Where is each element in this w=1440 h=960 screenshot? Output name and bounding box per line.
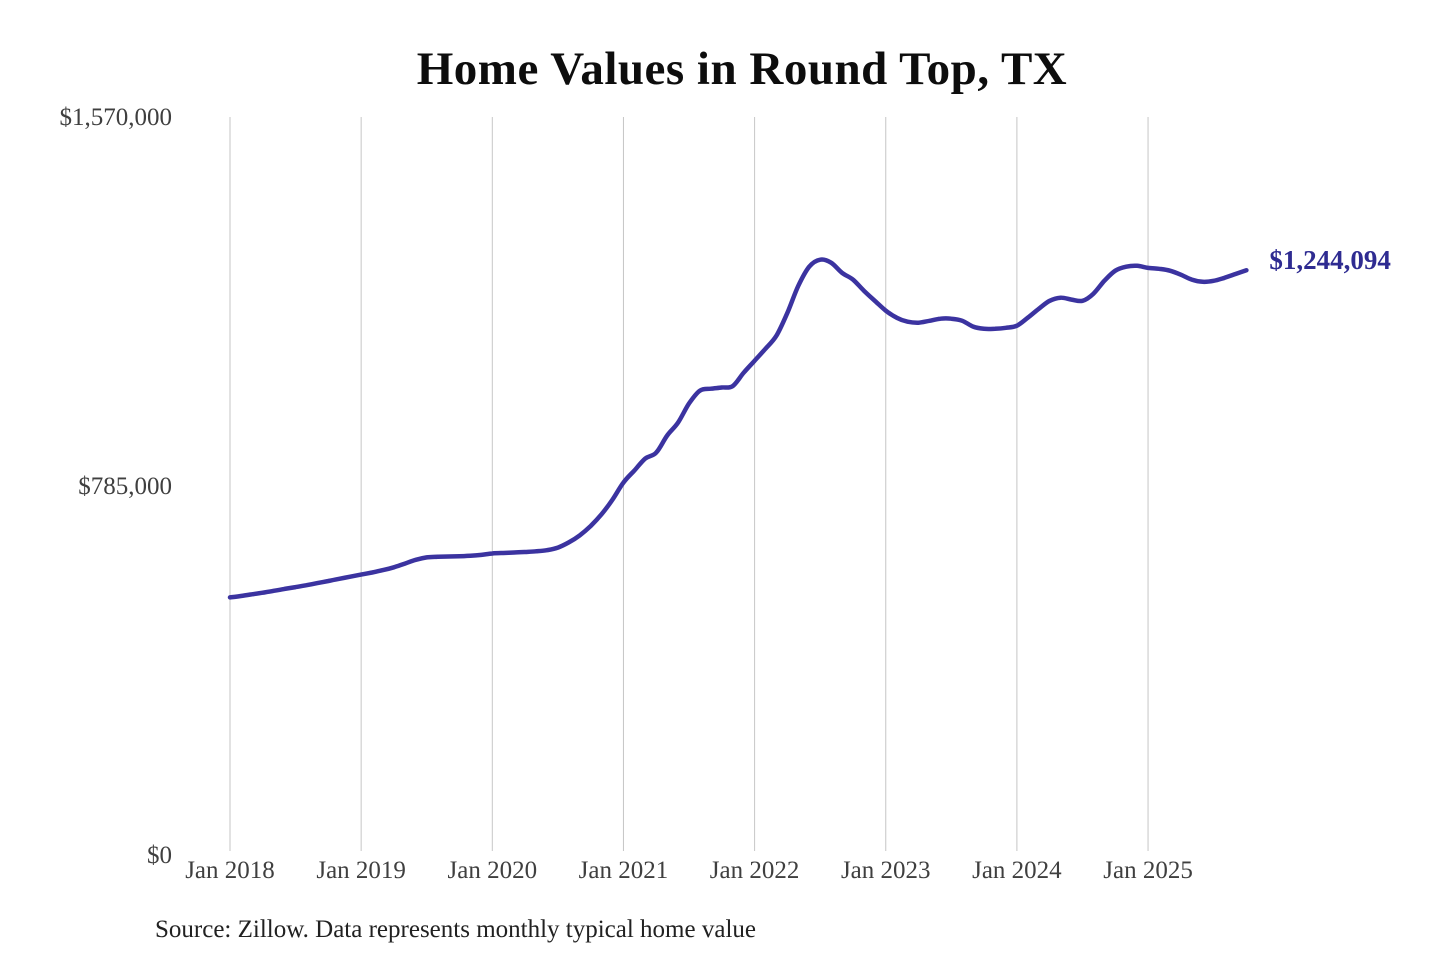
x-tick-label: Jan 2020 <box>447 857 538 884</box>
y-tick-label: $785,000 <box>78 473 172 500</box>
source-note: Source: Zillow. Data represents monthly … <box>155 916 756 943</box>
home-value-line-series <box>227 257 1249 600</box>
x-tick-label: Jan 2021 <box>578 857 669 884</box>
latest-value-label: $1,244,094 <box>1269 245 1391 276</box>
x-tick-label: Jan 2018 <box>185 857 275 884</box>
x-tick-label: Jan 2024 <box>972 857 1062 884</box>
x-tick-label: Jan 2023 <box>840 857 931 884</box>
x-tick-label: Jan 2025 <box>1103 857 1193 884</box>
y-tick-label: $1,570,000 <box>59 104 173 131</box>
year-gridlines <box>229 117 1149 851</box>
chart-title: Home Values in Round Top, TX <box>416 43 1068 95</box>
x-tick-label: Jan 2019 <box>316 857 406 884</box>
y-tick-label: $0 <box>147 842 172 869</box>
x-tick-label: Jan 2022 <box>709 857 800 884</box>
